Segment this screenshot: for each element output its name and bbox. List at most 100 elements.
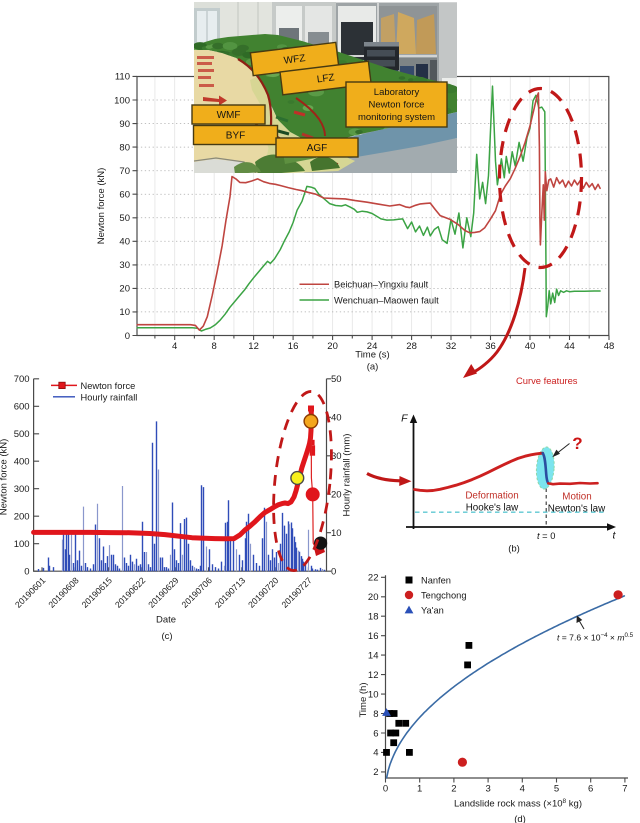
svg-text:110: 110	[115, 72, 130, 83]
svg-text:40: 40	[119, 237, 130, 248]
svg-text:3: 3	[485, 784, 490, 795]
svg-text:Newton force (kN): Newton force (kN)	[0, 439, 10, 516]
svg-text:40: 40	[525, 341, 536, 352]
svg-text:100: 100	[114, 95, 130, 106]
svg-text:30: 30	[119, 260, 130, 271]
svg-text:Laboratory: Laboratory	[374, 87, 420, 98]
svg-text:WMF: WMF	[217, 110, 241, 121]
svg-text:500: 500	[14, 429, 30, 440]
svg-text:6: 6	[588, 784, 593, 795]
svg-text:30: 30	[331, 451, 342, 462]
svg-text:20: 20	[327, 341, 338, 352]
svg-text:Wenchuan–Maowen fault: Wenchuan–Maowen fault	[334, 295, 439, 305]
svg-text:80: 80	[119, 142, 130, 153]
svg-text:4: 4	[373, 748, 378, 759]
svg-text:10: 10	[368, 689, 379, 700]
svg-text:50: 50	[119, 213, 130, 224]
svg-text:600: 600	[14, 402, 30, 413]
svg-text:200: 200	[14, 512, 30, 523]
svg-text:32: 32	[446, 341, 457, 352]
svg-text:20190615: 20190615	[80, 575, 115, 610]
svg-text:12: 12	[368, 670, 379, 681]
svg-text:20190608: 20190608	[46, 575, 81, 610]
svg-text:7: 7	[622, 784, 627, 795]
svg-text:28: 28	[406, 341, 417, 352]
svg-text:0: 0	[24, 567, 29, 578]
svg-text:Newton force (kN): Newton force (kN)	[96, 168, 107, 245]
svg-text:Tengchong: Tengchong	[421, 591, 467, 601]
svg-text:70: 70	[119, 166, 130, 177]
svg-text:20190706: 20190706	[180, 575, 215, 610]
svg-text:WFZ: WFZ	[283, 53, 306, 67]
svg-text:2: 2	[451, 784, 456, 795]
svg-text:0: 0	[383, 784, 388, 795]
svg-text:Nanfen: Nanfen	[421, 576, 451, 586]
svg-text:5: 5	[554, 784, 559, 795]
svg-text:50: 50	[331, 374, 342, 385]
svg-text:4: 4	[172, 341, 177, 352]
svg-text:16: 16	[368, 631, 379, 642]
svg-text:16: 16	[288, 341, 299, 352]
svg-text:700: 700	[14, 374, 30, 385]
svg-text:20: 20	[119, 284, 130, 295]
svg-text:Time (s): Time (s)	[355, 350, 389, 361]
svg-text:(c): (c)	[161, 631, 172, 642]
svg-text:Ya'an: Ya'an	[421, 606, 444, 616]
svg-text:20190727: 20190727	[279, 575, 314, 610]
svg-text:10: 10	[119, 307, 130, 318]
svg-text:Date: Date	[156, 615, 176, 626]
svg-text:t: t	[613, 530, 617, 542]
svg-text:8: 8	[373, 709, 378, 720]
svg-text:8: 8	[212, 341, 217, 352]
svg-text:44: 44	[564, 341, 575, 352]
svg-text:20: 20	[331, 490, 342, 501]
svg-text:AGF: AGF	[307, 143, 328, 154]
svg-text:20190713: 20190713	[213, 575, 248, 610]
svg-text:Time (h): Time (h)	[358, 682, 369, 717]
svg-text:2: 2	[373, 767, 378, 778]
svg-text:Newton force: Newton force	[81, 381, 136, 391]
svg-text:18: 18	[368, 612, 379, 623]
svg-text:20190601: 20190601	[13, 575, 48, 610]
svg-text:22: 22	[368, 573, 379, 584]
svg-text:4: 4	[520, 784, 525, 795]
svg-text:BYF: BYF	[226, 130, 245, 141]
svg-text:Deformation: Deformation	[465, 491, 518, 502]
svg-text:Hooke's law: Hooke's law	[466, 502, 519, 513]
svg-text:20190720: 20190720	[246, 575, 281, 610]
svg-text:400: 400	[14, 457, 30, 468]
svg-text:20: 20	[368, 592, 379, 603]
svg-text:100: 100	[14, 539, 30, 550]
svg-text:Motion: Motion	[562, 492, 591, 503]
svg-text:Beichuan–Yingxiu fault: Beichuan–Yingxiu fault	[334, 280, 429, 290]
svg-text:Hourly rainfall: Hourly rainfall	[81, 392, 138, 402]
svg-text:(a): (a)	[367, 362, 379, 373]
svg-text:t = 0: t = 0	[537, 531, 555, 541]
svg-text:48: 48	[604, 341, 615, 352]
svg-text:t = 7.6 × 10−4 × m0.5: t = 7.6 × 10−4 × m0.5	[557, 632, 634, 642]
svg-text:36: 36	[485, 341, 496, 352]
svg-text:Newton force: Newton force	[369, 100, 425, 111]
svg-text:(d): (d)	[514, 814, 526, 823]
svg-text:300: 300	[14, 484, 30, 495]
svg-text:40: 40	[331, 413, 342, 424]
svg-text:60: 60	[119, 190, 130, 201]
svg-text:F: F	[401, 413, 408, 425]
svg-text:24: 24	[367, 341, 378, 352]
svg-text:(b): (b)	[508, 544, 520, 555]
svg-text:20190629: 20190629	[146, 575, 181, 610]
svg-text:0: 0	[331, 567, 336, 578]
svg-text:12: 12	[248, 341, 259, 352]
svg-text:monitoring system: monitoring system	[358, 112, 435, 123]
svg-text:10: 10	[331, 528, 342, 539]
svg-text:LFZ: LFZ	[316, 72, 335, 85]
svg-text:6: 6	[373, 728, 378, 739]
svg-text:Curve features: Curve features	[516, 375, 578, 386]
svg-text:0: 0	[125, 331, 130, 342]
svg-text:20190622: 20190622	[113, 575, 148, 610]
svg-text:Hourly rainfall (mm): Hourly rainfall (mm)	[342, 434, 353, 517]
svg-text:?: ?	[572, 434, 582, 453]
svg-text:90: 90	[119, 119, 130, 130]
svg-text:Landslide rock mass (×108 kg): Landslide rock mass (×108 kg)	[454, 798, 582, 810]
svg-text:1: 1	[417, 784, 422, 795]
